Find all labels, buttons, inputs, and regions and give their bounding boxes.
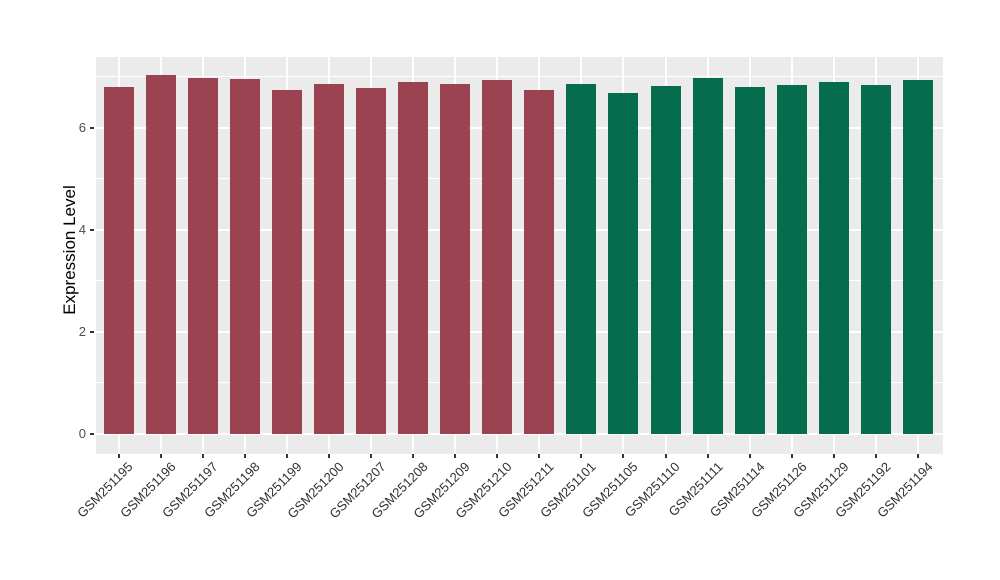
x-axis-tick	[285, 454, 288, 458]
major-gridline	[96, 126, 943, 129]
x-axis-tick	[159, 454, 162, 458]
x-axis-tick	[917, 454, 920, 458]
x-axis-tick	[748, 454, 751, 458]
bar-GSM251110	[650, 85, 681, 434]
major-gridline	[96, 228, 943, 231]
x-axis-tick	[369, 454, 372, 458]
bar-GSM251209	[440, 84, 471, 434]
y-axis-tick-label: 2	[78, 323, 86, 339]
y-axis-tick	[90, 432, 94, 435]
bar-GSM251129	[818, 81, 849, 434]
x-axis-tick	[201, 454, 204, 458]
x-axis-tick	[496, 454, 499, 458]
bar-GSM251199	[271, 89, 302, 434]
y-axis-tick-label: 6	[78, 119, 86, 135]
y-axis-tick	[90, 330, 94, 333]
x-axis-tick	[790, 454, 793, 458]
bar-GSM251198	[229, 79, 260, 434]
minor-gridline	[96, 382, 943, 384]
y-axis-title: Expression Level	[60, 185, 79, 315]
bar-GSM251126	[776, 84, 807, 434]
minor-gridline	[96, 280, 943, 282]
bar-GSM251105	[608, 92, 639, 434]
bar-GSM251211	[524, 89, 555, 434]
bar-GSM251192	[860, 84, 891, 434]
bar-GSM251196	[145, 74, 176, 434]
minor-gridline	[96, 76, 943, 78]
bar-GSM251114	[734, 86, 765, 434]
bar-GSM251207	[355, 88, 386, 434]
bar-GSM251210	[482, 80, 513, 434]
bar-GSM251194	[903, 80, 934, 434]
bar-GSM251111	[692, 77, 723, 434]
x-axis-tick	[538, 454, 541, 458]
y-axis-tick	[90, 126, 94, 129]
x-axis-tick	[327, 454, 330, 458]
x-axis-tick	[580, 454, 583, 458]
x-axis-tick	[454, 454, 457, 458]
x-axis-tick	[412, 454, 415, 458]
bar-GSM251208	[398, 81, 429, 434]
bar-GSM251101	[566, 83, 597, 434]
major-gridline	[96, 330, 943, 333]
plot-panel	[96, 57, 943, 454]
y-axis-tick-label: 0	[78, 425, 86, 441]
bar-GSM251197	[187, 78, 218, 434]
major-gridline	[96, 432, 943, 435]
x-axis-tick	[664, 454, 667, 458]
x-axis-tick	[243, 454, 246, 458]
x-axis-tick	[874, 454, 877, 458]
x-axis-tick	[117, 454, 120, 458]
y-axis-tick-label: 4	[78, 221, 86, 237]
x-axis-tick	[706, 454, 709, 458]
y-axis-tick	[90, 228, 94, 231]
minor-gridline	[96, 178, 943, 180]
bar-GSM251200	[313, 84, 344, 434]
x-axis-tick	[832, 454, 835, 458]
x-axis-tick	[622, 454, 625, 458]
bar-GSM251195	[103, 86, 134, 434]
